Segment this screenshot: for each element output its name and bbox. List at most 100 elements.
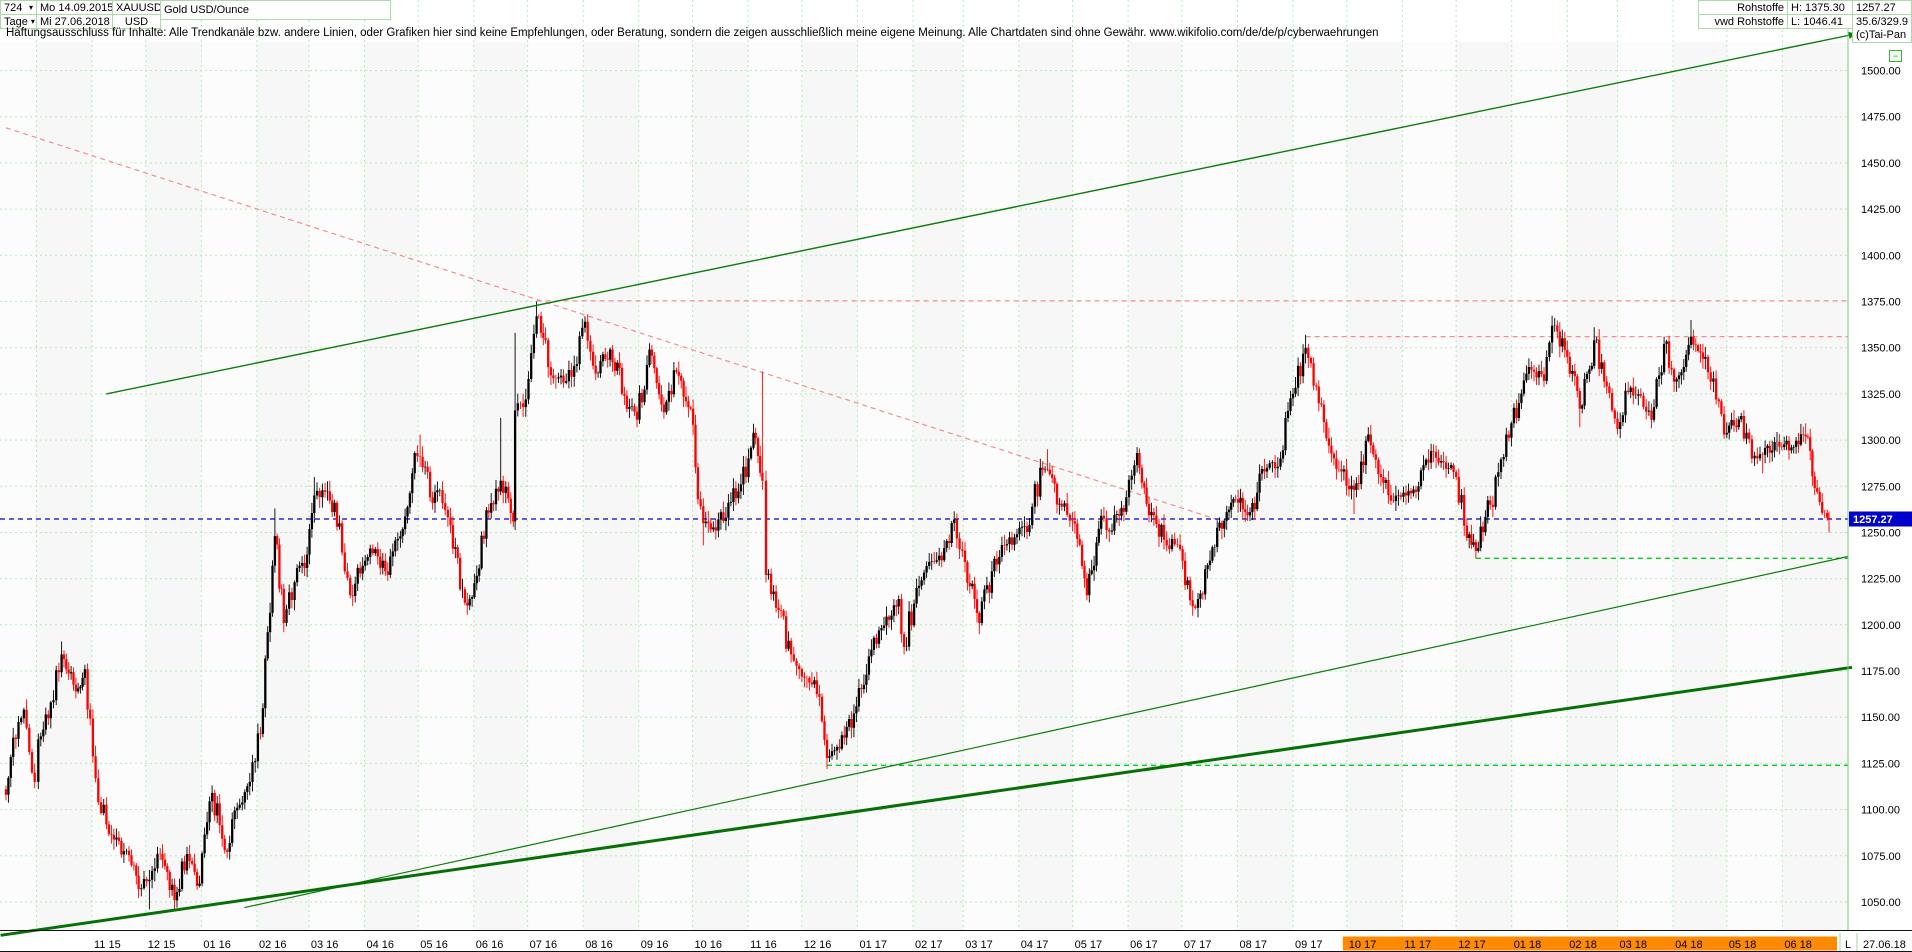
month-tick-label: 01 18 bbox=[1514, 939, 1542, 951]
month-tick-label: 07 17 bbox=[1184, 939, 1212, 951]
month-tick-label: 05 17 bbox=[1075, 939, 1103, 951]
collapse-panel-button[interactable]: − bbox=[1889, 50, 1902, 62]
copyright-value: (c)Tai-Pan bbox=[1856, 29, 1907, 41]
price-tick-label: 1300.00 bbox=[1861, 435, 1901, 447]
start-date-field[interactable]: Mo 14.09.2015 bbox=[36, 0, 113, 15]
month-tick-label: 02 16 bbox=[259, 939, 287, 951]
month-tick-label: 10 16 bbox=[695, 939, 723, 951]
month-tick-label: 12 17 bbox=[1458, 939, 1486, 951]
month-tick-label: 08 16 bbox=[585, 939, 613, 951]
feed-label: vwd Rohstoffe bbox=[1698, 14, 1788, 29]
downtrend-line bbox=[5, 127, 1224, 522]
minimize-icon: − bbox=[1892, 51, 1899, 61]
month-tick-label: 09 17 bbox=[1295, 939, 1323, 951]
price-tick-label: 1175.00 bbox=[1861, 666, 1900, 678]
dropdown-arrow-icon: ▾ bbox=[30, 17, 35, 26]
price-tick-label: 1225.00 bbox=[1861, 574, 1901, 586]
price-tick-label: 1275.00 bbox=[1861, 481, 1901, 493]
price-tick-label: 1200.00 bbox=[1861, 620, 1901, 632]
month-tick-label: 05 18 bbox=[1729, 939, 1757, 951]
instrument-name: Gold USD/Ounce bbox=[164, 4, 249, 16]
month-tick-label: 10 17 bbox=[1349, 939, 1377, 951]
price-tick-label: 1500.00 bbox=[1861, 66, 1901, 78]
month-tick-label: 03 16 bbox=[311, 939, 339, 951]
last-price-marker bbox=[1849, 511, 1912, 527]
month-tick-label: 06 16 bbox=[476, 939, 504, 951]
period-low-value: L: 1046.41 bbox=[1791, 15, 1843, 28]
instrument-title: Gold USD/Ounce bbox=[160, 0, 391, 20]
price-tick-label: 1375.00 bbox=[1861, 297, 1901, 309]
recent-period-highlight bbox=[1342, 936, 1837, 951]
price-tick-label: 1050.00 bbox=[1861, 897, 1901, 909]
month-tick-label: 06 17 bbox=[1130, 939, 1158, 951]
feed-value: vwd Rohstoffe bbox=[1714, 15, 1784, 28]
period-value: Tage bbox=[4, 15, 28, 28]
symbol-label: XAUUSD bbox=[112, 0, 162, 15]
trend-channel-lines bbox=[0, 32, 1858, 937]
month-tick-label: 02 17 bbox=[915, 939, 943, 951]
last-price-label: 1257.27 bbox=[1852, 0, 1912, 15]
price-tick-label: 1125.00 bbox=[1861, 758, 1900, 770]
period-dropdown[interactable]: Tage ▾ bbox=[0, 14, 37, 29]
last-price-marker-value: 1257.27 bbox=[1853, 514, 1893, 526]
month-tick-label: 11 16 bbox=[750, 939, 777, 951]
month-tick-label: 12 16 bbox=[804, 939, 832, 951]
start-date-value: Mo 14.09.2015 bbox=[40, 1, 114, 14]
period-high-label: H: 1375.30 bbox=[1787, 0, 1853, 15]
last-price-value: 1257.27 bbox=[1856, 1, 1896, 14]
symbol-value: XAUUSD bbox=[116, 1, 162, 14]
bars-count-value: 724 bbox=[4, 1, 23, 14]
price-tick-label: 1400.00 bbox=[1861, 250, 1901, 262]
month-tick-label: 03 18 bbox=[1620, 939, 1648, 951]
candlesticks bbox=[4, 301, 1831, 910]
support-resistance-lines bbox=[0, 127, 1848, 766]
stat-value: 35.6/329.9 bbox=[1856, 15, 1908, 28]
currency-label: USD bbox=[112, 14, 161, 29]
last-bar-marker-label: L bbox=[1845, 939, 1851, 951]
period-high-value: H: 1375.30 bbox=[1791, 1, 1845, 14]
month-tick-label: 11 15 bbox=[94, 939, 121, 951]
lower-trend-thin bbox=[244, 555, 1849, 909]
stat-label: 35.6/329.9 bbox=[1852, 14, 1912, 29]
lower-trend-thick bbox=[0, 665, 1853, 937]
month-tick-label: 02 18 bbox=[1569, 939, 1597, 951]
end-date-value: Mi 27.06.2018 bbox=[40, 15, 110, 28]
upper-trend-channel bbox=[106, 32, 1858, 395]
dropdown-arrow-icon: ▾ bbox=[28, 3, 33, 12]
month-tick-label: 04 18 bbox=[1675, 939, 1703, 951]
price-tick-label: 1475.00 bbox=[1861, 112, 1901, 124]
month-tick-label: 03 17 bbox=[965, 939, 993, 951]
price-tick-label: 1150.00 bbox=[1861, 712, 1900, 724]
price-tick-label: 1350.00 bbox=[1861, 343, 1901, 355]
month-tick-label: 01 17 bbox=[860, 939, 888, 951]
category-label: Rohstoffe bbox=[1698, 0, 1788, 15]
price-tick-label: 1450.00 bbox=[1861, 158, 1901, 170]
period-low-label: L: 1046.41 bbox=[1787, 14, 1853, 29]
price-tick-label: 1100.00 bbox=[1861, 805, 1900, 817]
month-tick-label: 08 17 bbox=[1240, 939, 1268, 951]
price-tick-label: 1075.00 bbox=[1861, 851, 1901, 863]
month-tick-label: 01 16 bbox=[203, 939, 231, 951]
price-tick-label: 1325.00 bbox=[1861, 389, 1901, 401]
disclaimer-text: Haftungsausschluss für Inhalte: Alle Tre… bbox=[6, 27, 1379, 39]
price-axis: 1500.00 1475.00 1450.00 1425.00 1400.00 1375.… bbox=[1847, 28, 1912, 930]
price-tick-label: 1425.00 bbox=[1861, 204, 1901, 216]
price-tick-label: 1250.00 bbox=[1861, 528, 1901, 540]
currency-value: USD bbox=[124, 15, 149, 28]
month-tick-label: 07 16 bbox=[530, 939, 558, 951]
time-axis: 11 15 12 15 01 16 02 16 03 16 04 16 05 16 06 16… bbox=[0, 930, 1912, 952]
month-tick-label: 05 16 bbox=[420, 939, 448, 951]
month-tick-label: 11 17 bbox=[1404, 939, 1431, 951]
bars-count-dropdown[interactable]: 724 ▾ bbox=[0, 0, 37, 15]
copyright-label: (c)Tai-Pan bbox=[1852, 28, 1912, 43]
month-tick-label: 09 16 bbox=[641, 939, 669, 951]
end-date-field[interactable]: Mi 27.06.2018 bbox=[36, 14, 113, 29]
month-tick-label: 12 15 bbox=[148, 939, 176, 951]
category-value: Rohstoffe bbox=[1737, 1, 1784, 14]
month-tick-label: 06 18 bbox=[1784, 939, 1812, 951]
month-tick-label: 04 16 bbox=[367, 939, 395, 951]
month-tick-label: 04 17 bbox=[1021, 939, 1049, 951]
up-candle-bodies bbox=[7, 316, 1803, 901]
